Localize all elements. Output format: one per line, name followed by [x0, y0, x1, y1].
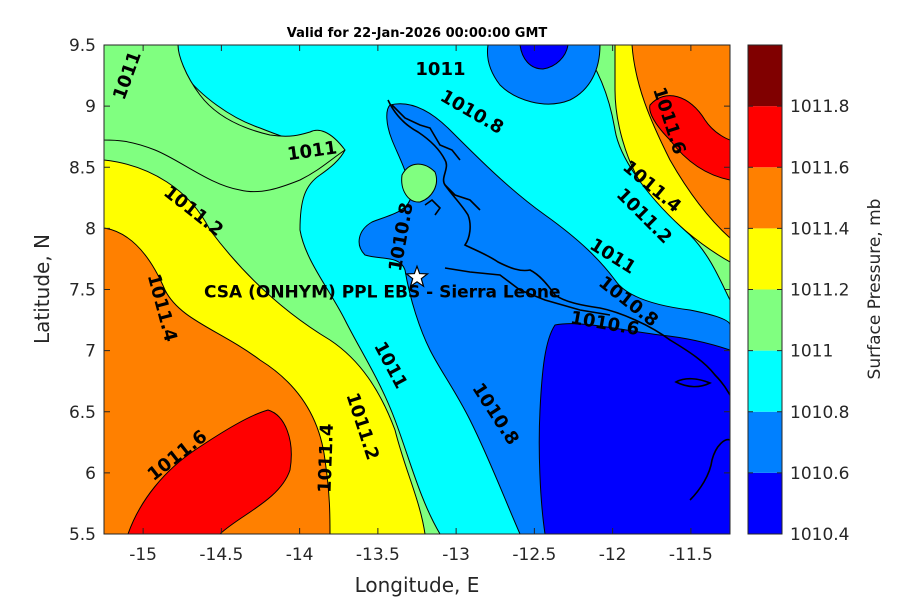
- fill-level-1010-4-south: [538, 323, 730, 534]
- coastline-estuary-south: [424, 198, 442, 216]
- x-axis-label: Longitude, E: [355, 573, 480, 597]
- colorbar-tick-label: 1011.8: [790, 97, 849, 117]
- colorbar-tick-label: 1010.6: [790, 464, 849, 484]
- y-tick-label: 7: [85, 342, 96, 362]
- colorbar-swatch: [748, 411, 782, 473]
- x-tick-label: -12.5: [512, 545, 556, 565]
- colorbar-swatch: [748, 167, 782, 229]
- coastline-lagoon: [674, 377, 712, 388]
- colorbar-swatch: [748, 472, 782, 534]
- y-axis-label: Latitude, N: [30, 234, 54, 344]
- x-tick-label: -11.5: [669, 545, 713, 565]
- fill-level-1010-6-north: [487, 45, 601, 105]
- colorbar-swatch: [748, 289, 782, 351]
- coastline-estuary-north: [391, 104, 461, 161]
- x-tick-label: -13: [442, 545, 470, 565]
- coastline-estuary-mid: [444, 184, 481, 211]
- colorbar-swatch: [748, 106, 782, 168]
- x-tick-label: -15: [129, 545, 157, 565]
- map-title: Valid for 22-Jan-2026 00:00:00 GMT: [287, 26, 548, 41]
- fill-level-1011-6-east: [649, 95, 730, 181]
- x-tick-label: -13.5: [356, 545, 400, 565]
- coastline: [387, 99, 730, 501]
- y-tick-label: 7.5: [69, 281, 96, 301]
- coastline-islands: [444, 267, 611, 316]
- colorbar-swatch: [748, 228, 782, 290]
- y-tick-label: 8.5: [69, 158, 96, 178]
- colorbar-swatch: [748, 350, 782, 412]
- colorbar-swatch: [748, 45, 782, 107]
- fill-level-1011-north-patch: [104, 45, 346, 193]
- coastline-main: [387, 99, 730, 396]
- coastline-river: [689, 438, 730, 501]
- contour-label: 1011: [415, 59, 465, 80]
- y-tick-label: 5.5: [69, 525, 96, 545]
- colorbar-tick-label: 1010.4: [790, 525, 849, 545]
- x-tick-label: -12: [599, 545, 627, 565]
- y-tick-label: 6: [85, 464, 96, 484]
- fill-level-1011-island: [401, 163, 437, 203]
- y-tick-label: 8: [85, 219, 96, 239]
- contour-label: 1011.4: [315, 423, 338, 493]
- colorbar-tick-label: 1011.2: [790, 281, 849, 301]
- x-tick-label: -14.5: [199, 545, 243, 565]
- colorbar-tick-label: 1011.6: [790, 158, 849, 178]
- colorbar-tick-label: 1011.4: [790, 219, 849, 239]
- fill-level-1010-4-north-core: [519, 45, 569, 70]
- y-tick-label: 6.5: [69, 403, 96, 423]
- site-star-icon: [404, 264, 430, 288]
- y-axis-ticks: 5.5 6 6.5 7 7.5 8 8.5 9 9.5: [69, 36, 730, 545]
- colorbar-label: Surface Pressure, mb: [865, 199, 885, 380]
- site-label: CSA (ONHYM) PPL EBS - Sierra Leone: [204, 282, 561, 302]
- colorbar: 1010.4 1010.6 1010.8 1011 1011.2 1011.4 1011.6…: [747, 44, 849, 545]
- y-tick-label: 9.5: [69, 36, 96, 56]
- fill-level-1011-6-west: [127, 409, 292, 534]
- colorbar-tick-label: 1011: [790, 342, 833, 362]
- y-tick-label: 9: [85, 97, 96, 117]
- colorbar-tick-label: 1010.8: [790, 403, 849, 423]
- x-axis-ticks: -15 -14.5 -14 -13.5 -13 -12.5 -12 -11.5: [129, 45, 713, 565]
- x-tick-label: -14: [286, 545, 314, 565]
- pressure-contour-fills: [104, 45, 730, 534]
